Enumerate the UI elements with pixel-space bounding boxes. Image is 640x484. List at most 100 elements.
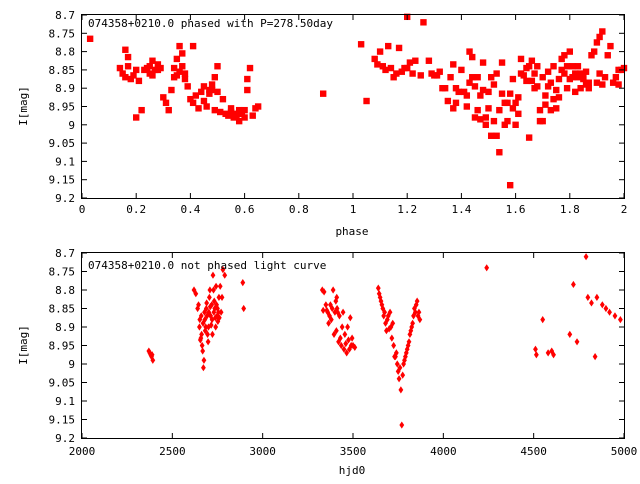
- data-point: [211, 286, 216, 294]
- data-point: [211, 308, 217, 316]
- y-tick-label: 8.75: [49, 27, 76, 40]
- data-point: [474, 74, 481, 81]
- data-point: [205, 330, 210, 338]
- data-point: [542, 92, 549, 99]
- y-tick-label: 8.8: [55, 46, 75, 59]
- data-point: [604, 52, 611, 59]
- data-point: [219, 293, 225, 301]
- data-point: [493, 70, 500, 77]
- data-point: [124, 53, 132, 61]
- data-point: [133, 66, 140, 74]
- phased-light-curve-panel: 0 0.2 0.4 0.6 0.8 1 1.2 1.4 1.6 1.8 2 8.7 8.75 8.8 8.8…: [17, 9, 627, 238]
- data-point: [241, 114, 248, 121]
- data-point: [217, 108, 224, 116]
- data-point: [328, 316, 334, 324]
- data-point: [441, 85, 449, 92]
- data-point: [551, 351, 556, 359]
- data-point: [328, 301, 333, 309]
- data-point: [345, 323, 350, 331]
- y-tick-label: 9.1: [55, 395, 75, 408]
- data-point: [347, 314, 353, 322]
- data-point: [493, 132, 500, 139]
- data-point: [599, 301, 605, 309]
- y-tick-label: 9.05: [49, 137, 76, 150]
- data-point: [523, 77, 530, 85]
- x-tick-label: 1: [350, 203, 357, 216]
- data-point: [601, 74, 609, 81]
- data-point: [215, 317, 221, 326]
- data-point: [393, 353, 398, 361]
- data-point: [553, 105, 560, 112]
- data-point: [400, 371, 406, 379]
- data-point: [542, 101, 549, 108]
- data-point: [222, 271, 228, 279]
- data-point: [506, 90, 514, 97]
- data-point: [534, 63, 541, 70]
- phased-x-axis-label: phase: [335, 225, 368, 238]
- data-point: [207, 286, 213, 294]
- data-point: [196, 301, 201, 309]
- unphased-chart-title: 074358+0210.0 not phased light curve: [88, 259, 326, 272]
- data-point: [135, 77, 143, 85]
- y-tick-label: 8.95: [49, 340, 76, 353]
- x-tick-label: 1.4: [451, 203, 471, 216]
- data-point: [390, 74, 397, 81]
- data-point: [376, 48, 384, 55]
- data-point: [398, 68, 405, 75]
- x-tick-label: 0.2: [126, 203, 146, 216]
- data-point: [149, 57, 156, 64]
- data-point: [203, 103, 210, 110]
- x-tick-label: 0.4: [180, 203, 200, 216]
- y-tick-label: 8.85: [49, 303, 76, 316]
- data-point: [385, 42, 392, 50]
- data-point: [528, 57, 536, 64]
- data-point: [384, 316, 390, 324]
- data-point: [550, 95, 557, 103]
- data-point: [200, 347, 206, 355]
- unphased-x-axis-label: hjd0: [339, 464, 366, 477]
- data-point: [533, 351, 539, 359]
- data-point: [199, 341, 205, 350]
- data-point: [238, 110, 246, 118]
- data-point: [193, 290, 199, 298]
- data-point: [603, 304, 609, 313]
- data-point: [460, 88, 468, 96]
- data-point: [204, 299, 210, 307]
- data-point: [200, 83, 208, 90]
- data-point: [593, 79, 601, 86]
- data-point: [444, 97, 452, 105]
- data-point: [389, 334, 395, 342]
- data-point: [466, 48, 473, 55]
- data-point: [202, 308, 207, 316]
- data-point: [517, 55, 525, 63]
- data-point: [496, 149, 503, 156]
- data-point: [549, 347, 555, 355]
- data-point: [409, 70, 416, 77]
- data-point: [218, 308, 224, 316]
- data-point: [233, 112, 240, 119]
- data-point: [343, 340, 349, 348]
- data-point: [583, 253, 589, 261]
- data-point: [534, 83, 541, 90]
- data-point: [471, 83, 479, 90]
- data-point: [452, 99, 460, 107]
- data-point: [406, 59, 414, 66]
- data-point: [394, 360, 400, 368]
- data-point: [387, 308, 393, 316]
- data-point: [235, 117, 243, 125]
- data-point: [149, 72, 156, 79]
- data-point: [585, 293, 591, 301]
- data-point: [380, 304, 386, 313]
- data-point: [216, 314, 222, 322]
- data-point: [589, 299, 594, 307]
- data-point: [509, 75, 517, 83]
- data-point: [346, 345, 352, 353]
- data-point: [160, 94, 167, 101]
- data-point: [577, 85, 584, 92]
- data-point: [216, 293, 222, 301]
- data-point: [211, 106, 218, 114]
- data-point: [405, 341, 411, 350]
- data-point: [561, 70, 568, 77]
- data-point: [416, 308, 422, 316]
